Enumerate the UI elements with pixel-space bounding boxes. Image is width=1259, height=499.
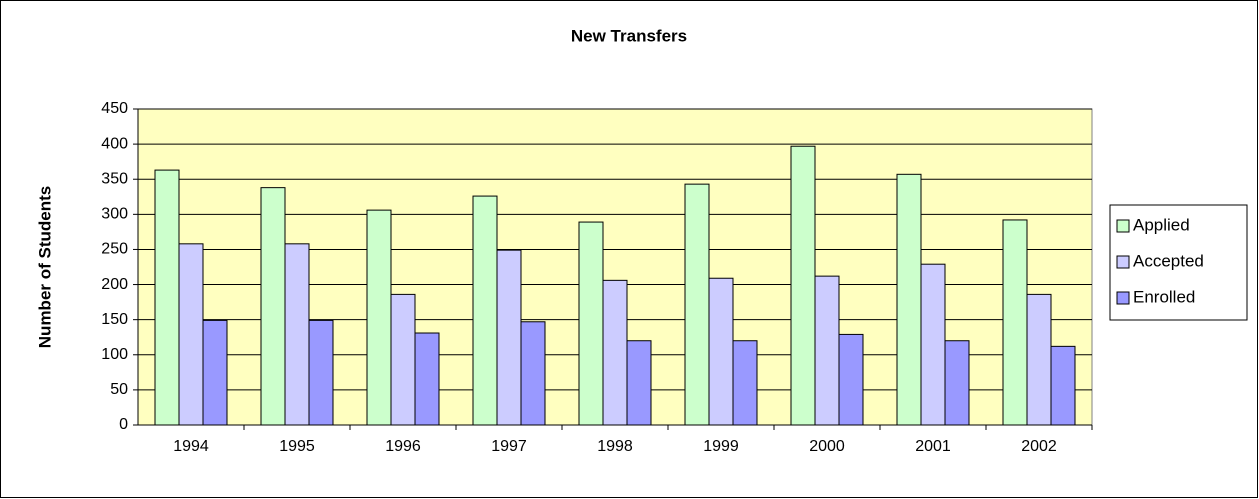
legend bbox=[1109, 204, 1248, 321]
chart-title: New Transfers bbox=[571, 26, 687, 45]
legend-label: Applied bbox=[1133, 215, 1190, 234]
x-tick-label: 1996 bbox=[385, 438, 421, 455]
x-tick-label: 1994 bbox=[173, 438, 209, 455]
x-tick-label: 2000 bbox=[809, 438, 845, 455]
y-tick-label: 100 bbox=[101, 346, 128, 363]
y-tick-label: 350 bbox=[101, 170, 128, 187]
x-tick-label: 1998 bbox=[597, 438, 633, 455]
bar bbox=[814, 275, 840, 426]
legend-swatch bbox=[1116, 219, 1130, 233]
bar bbox=[732, 340, 758, 426]
x-tick-label: 1997 bbox=[491, 438, 527, 455]
bar bbox=[578, 221, 604, 426]
y-tick-label: 400 bbox=[101, 135, 128, 152]
y-tick-label: 250 bbox=[101, 241, 128, 258]
legend-label: Accepted bbox=[1133, 251, 1204, 270]
bar bbox=[1002, 219, 1028, 426]
bar bbox=[1026, 293, 1052, 426]
bar bbox=[390, 293, 416, 426]
bar bbox=[708, 277, 734, 426]
bar bbox=[496, 249, 522, 426]
y-tick-label: 300 bbox=[101, 206, 128, 223]
bar bbox=[202, 319, 228, 426]
y-tick-label: 150 bbox=[101, 311, 128, 328]
bar bbox=[626, 340, 652, 426]
y-tick-label: 50 bbox=[110, 381, 128, 398]
y-tick-label: 200 bbox=[101, 276, 128, 293]
x-tick-label: 2002 bbox=[1021, 438, 1057, 455]
x-tick-label: 1999 bbox=[703, 438, 739, 455]
y-axis-label: Number of Students bbox=[35, 186, 54, 348]
legend-label: Enrolled bbox=[1133, 287, 1195, 306]
bar bbox=[790, 145, 816, 426]
bar bbox=[284, 243, 310, 426]
bar bbox=[154, 169, 180, 426]
x-tick-label: 2001 bbox=[915, 438, 951, 455]
bar bbox=[1050, 345, 1076, 426]
legend-swatch bbox=[1116, 255, 1130, 269]
bar bbox=[414, 332, 440, 426]
bar bbox=[472, 195, 498, 426]
legend-swatch bbox=[1116, 291, 1130, 305]
bar bbox=[260, 187, 286, 426]
y-tick-label: 0 bbox=[119, 416, 128, 433]
x-tick-label: 1995 bbox=[279, 438, 315, 455]
bar bbox=[944, 340, 970, 426]
bar bbox=[920, 263, 946, 426]
bar bbox=[896, 173, 922, 426]
bar bbox=[838, 333, 864, 426]
bar bbox=[178, 243, 204, 426]
bar bbox=[684, 183, 710, 426]
y-tick-label: 450 bbox=[101, 100, 128, 117]
bar bbox=[520, 321, 546, 426]
bar bbox=[602, 279, 628, 426]
bar bbox=[308, 319, 334, 426]
bar bbox=[366, 209, 392, 426]
